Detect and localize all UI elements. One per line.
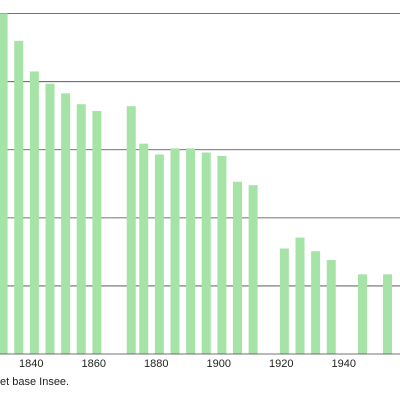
bar-1891: [186, 148, 196, 354]
bar-1896: [201, 152, 211, 354]
bar-1831: [0, 13, 8, 354]
bar-1876: [139, 143, 149, 354]
x-tick-label-1940: 1940: [332, 358, 356, 370]
bar-1931: [311, 251, 321, 354]
bar-1926: [295, 237, 305, 354]
bar-1872: [126, 106, 136, 354]
bar-1841: [29, 71, 39, 354]
bar-1954: [383, 274, 392, 354]
x-tick-label-1920: 1920: [269, 358, 293, 370]
x-tick-labels: 1840 1860 1880 1900 1920 1940: [19, 358, 356, 370]
bar-1881: [154, 154, 164, 354]
bar-1846: [45, 83, 55, 354]
bar-1901: [217, 155, 227, 354]
gridlines: [0, 13, 400, 287]
bar-1911: [248, 185, 258, 354]
x-tick-label-1860: 1860: [82, 358, 106, 370]
bar-1861: [92, 110, 102, 354]
bar-1921: [279, 248, 289, 354]
x-tick-label-1900: 1900: [207, 358, 231, 370]
bar-1946: [358, 274, 367, 354]
bar-1836: [14, 40, 24, 354]
bar-1906: [233, 181, 242, 354]
bar-1856: [76, 104, 86, 355]
source-note: et base Insee.: [0, 376, 70, 388]
x-tick-label-1840: 1840: [19, 358, 43, 370]
bars: [0, 13, 392, 355]
bar-1886: [170, 148, 180, 354]
bar-1936: [326, 260, 336, 354]
bar-1851: [61, 93, 71, 354]
x-tick-label-1880: 1880: [144, 358, 168, 370]
